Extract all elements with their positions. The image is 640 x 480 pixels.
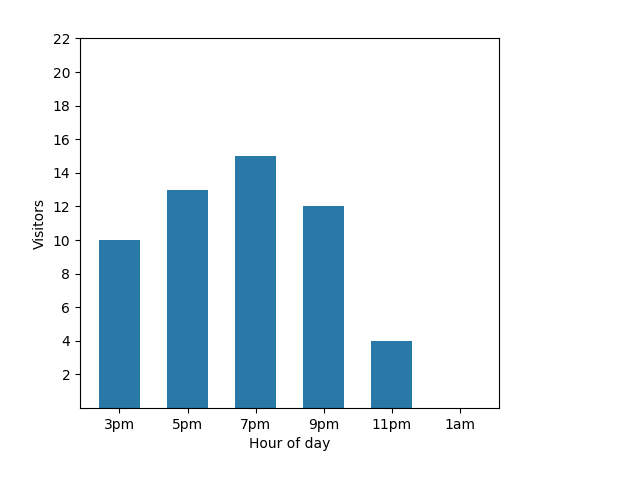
Y-axis label: Visitors: Visitors	[33, 198, 47, 249]
Bar	[235, 156, 276, 408]
X-axis label: Hour of day: Hour of day	[249, 437, 330, 451]
Bar	[167, 190, 208, 408]
Bar	[303, 206, 344, 408]
Bar	[99, 240, 140, 408]
Bar	[371, 341, 412, 408]
